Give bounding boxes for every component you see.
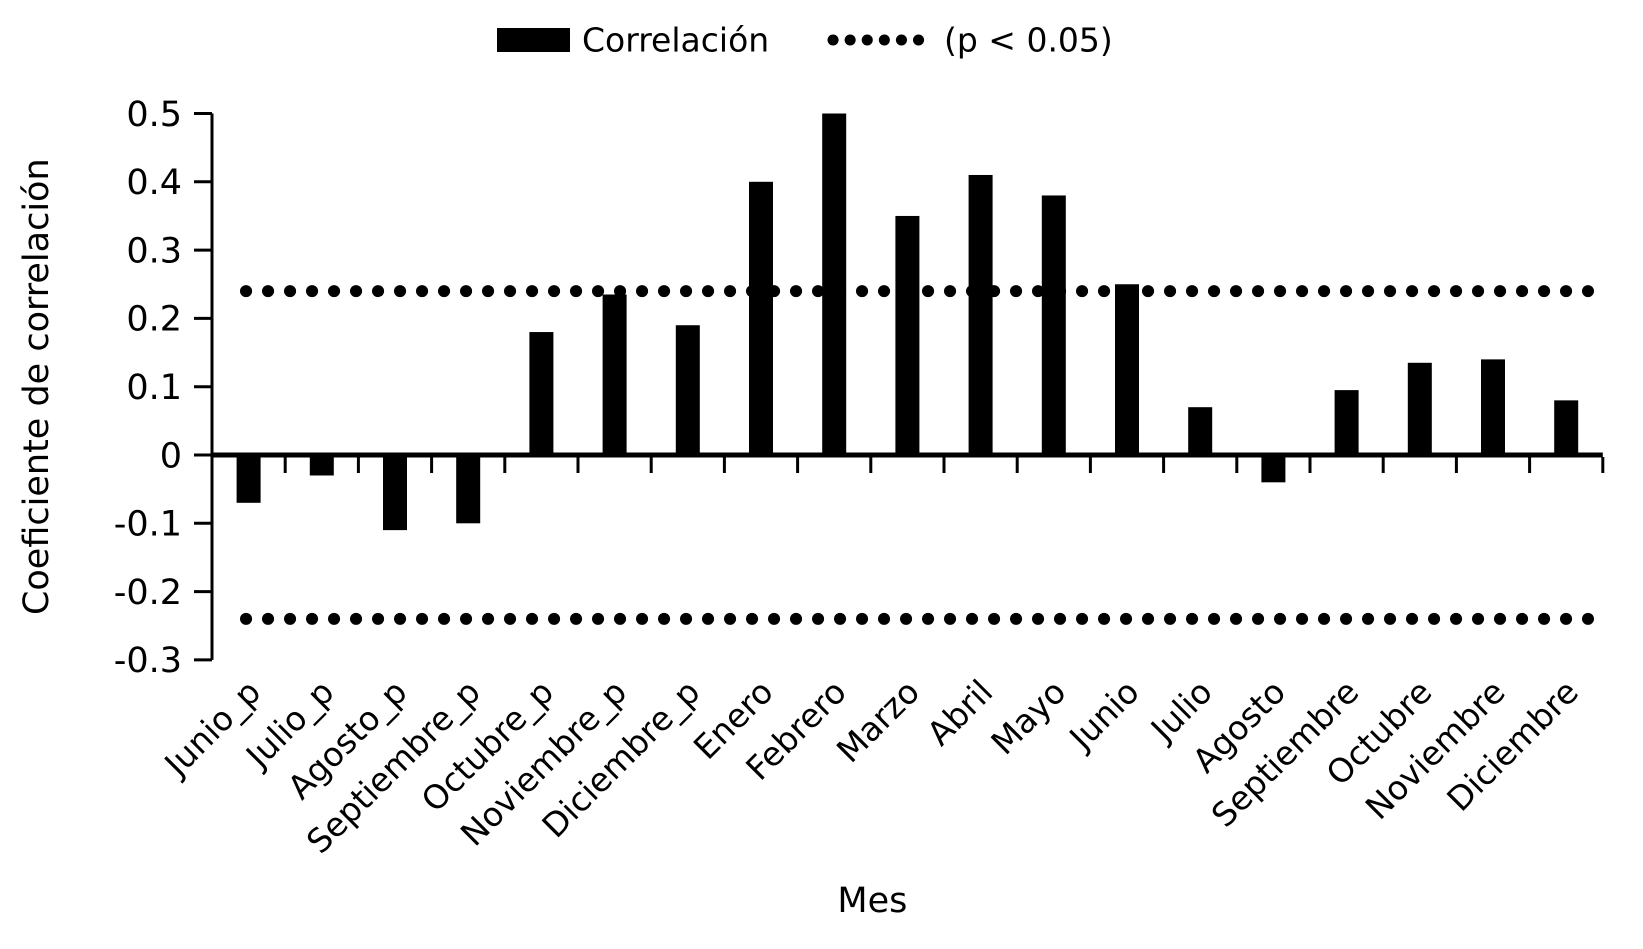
bar-Noviembre [1481, 359, 1505, 455]
bar-Junio [1115, 284, 1139, 455]
y-tick-label: 0.5 [126, 95, 182, 135]
y-tick-label: 0 [160, 436, 182, 476]
legend-label-correlation: Correlación [582, 21, 769, 60]
bar-Abril [968, 174, 993, 455]
bar-Octubre_p [529, 332, 554, 455]
y-axis: 0.5 0.4 0.3 0.2 0.1 0 -0.1 -0.2 -0.3 [114, 95, 214, 681]
y-tick-label: 0.2 [126, 300, 182, 340]
y-tick-label: 0.3 [126, 231, 182, 271]
significance-lines [240, 285, 1594, 625]
bar-Julio [1188, 407, 1213, 455]
bar-Marzo [895, 215, 920, 455]
bar-Diciembre [1554, 400, 1579, 455]
legend-swatch-correlation [497, 28, 570, 52]
y-axis-title: Coeficiente de correlación [17, 158, 57, 615]
y-tick-label: -0.2 [114, 573, 182, 613]
bar-Febrero [822, 113, 847, 455]
bar-Agosto [1261, 455, 1286, 483]
bar-Noviembre_p [602, 294, 627, 455]
bar-Octubre [1407, 362, 1432, 455]
y-tick-label: -0.1 [114, 505, 182, 545]
y-tick-label: 0.1 [126, 368, 182, 408]
bar-Mayo [1041, 195, 1066, 455]
bar-Agosto_p [383, 455, 407, 531]
bars [236, 113, 1579, 531]
bar-Julio_p [309, 455, 334, 476]
bar-Septiembre [1334, 390, 1359, 455]
legend: Correlación (p < 0.05) [497, 21, 1113, 60]
x-axis-title: Mes [837, 881, 907, 921]
legend-label-significance: (p < 0.05) [944, 21, 1113, 60]
bar-Enero [749, 181, 773, 456]
bar-Septiembre_p [456, 455, 481, 524]
bar-Diciembre_p [675, 325, 700, 455]
y-tick-label: 0.4 [126, 163, 182, 203]
bar-Junio_p [236, 455, 261, 503]
y-tick-label: -0.3 [114, 641, 182, 681]
